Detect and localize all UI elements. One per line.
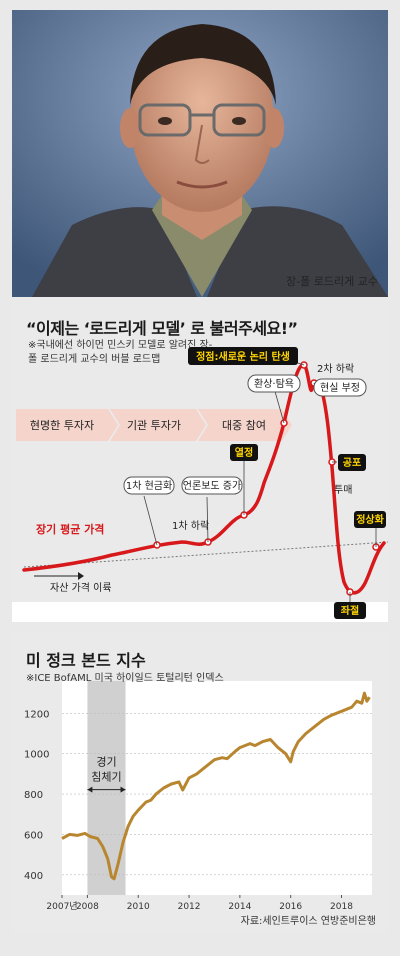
x-tick-label: 2018 bbox=[330, 902, 353, 912]
bubble-roadmap-chart: 현명한 투자자 기관 투자가 대중 참여 bbox=[12, 347, 388, 622]
label-despair: 좌절 bbox=[341, 604, 359, 617]
y-tick-labels: 400 600 800 1000 1200 bbox=[24, 709, 49, 882]
label-second-drop: 2차 하락 bbox=[317, 362, 354, 375]
label-normalize: 정상화 bbox=[356, 513, 384, 526]
bubble-roadmap-panel: “이제는 ‘로드리게 모델’ 로 불러주세요!” ※국내에선 하이먼 민스키 모… bbox=[12, 297, 388, 622]
label-fear: 공포 bbox=[343, 457, 361, 469]
label-media: 언론보도 증가 bbox=[183, 480, 241, 492]
recession-label-1: 경기 bbox=[96, 756, 116, 769]
bubble-note: ※국내에선 하이먼 민스키 모델로 알려진 장-폴 로드리게 교수의 버블 로드… bbox=[28, 340, 213, 365]
phase-label-1: 현명한 투자자 bbox=[30, 419, 94, 432]
label-capitulation: 투매 bbox=[334, 484, 352, 496]
x-tick-label: 2016 bbox=[279, 902, 302, 912]
x-tick-label: 2012 bbox=[178, 902, 201, 912]
chart-subtitle: ※ICE BofAML 미국 하이일드 토털리턴 인덱스 bbox=[26, 673, 224, 684]
phase-label-2: 기관 투자가 bbox=[127, 419, 181, 432]
y-tick-label: 600 bbox=[24, 830, 43, 841]
y-tick-label: 1200 bbox=[24, 709, 49, 720]
y-tick-label: 800 bbox=[24, 790, 43, 801]
label-takeoff: 자산 가격 이륙 bbox=[50, 581, 112, 594]
junk-bond-panel: 400 600 800 1000 1200 2007년 2008 2010 2012 2014 2… bbox=[12, 633, 388, 933]
bubble-title: “이제는 ‘로드리게 모델’ 로 불러주세요!” bbox=[26, 319, 298, 338]
chart-source: 자료:세인트루이스 연방준비은행 bbox=[240, 916, 376, 927]
label-denial: 현실 부정 bbox=[320, 382, 360, 394]
label-long-avg: 장기 평균 가격 bbox=[36, 522, 104, 536]
portrait-photo bbox=[12, 10, 388, 297]
recession-arrow-right bbox=[120, 786, 126, 793]
x-tick-label: 2007년 bbox=[46, 901, 77, 912]
chart-title: 미 정크 본드 지수 bbox=[26, 651, 146, 670]
recession-arrow-left bbox=[87, 786, 93, 793]
recession-label-2: 침체기 bbox=[91, 771, 121, 784]
y-tick-label: 1000 bbox=[24, 750, 49, 761]
x-tick-label: 2008 bbox=[76, 902, 99, 912]
junk-bond-series-line bbox=[61, 691, 371, 881]
label-enthusiasm: 열정 bbox=[235, 446, 253, 459]
x-tick-label: 2014 bbox=[228, 902, 251, 912]
y-tick-label: 400 bbox=[24, 871, 43, 882]
phase-band: 현명한 투자자 기관 투자가 대중 참여 bbox=[16, 409, 292, 441]
x-tick-label: 2010 bbox=[127, 902, 150, 912]
photo-caption: 장-폴 로드리게 교수 bbox=[286, 275, 378, 288]
label-first-drop: 1차 하락 bbox=[172, 519, 209, 532]
photo-panel: 장-폴 로드리게 교수 bbox=[12, 10, 388, 297]
label-peak: 정점:새로운 논리 탄생 bbox=[196, 350, 290, 363]
phase-label-3: 대중 참여 bbox=[222, 419, 266, 432]
label-first-cash: 1차 현금화 bbox=[126, 480, 172, 492]
label-euphoria: 환상·탐욕 bbox=[254, 378, 294, 390]
